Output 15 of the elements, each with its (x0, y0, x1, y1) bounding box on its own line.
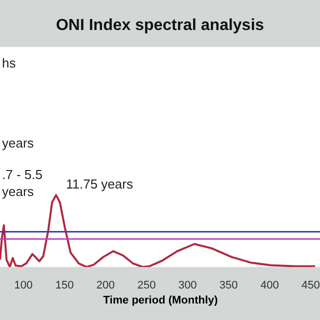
x-tick-label: 350 (219, 280, 238, 292)
text: 11.75 years (66, 176, 134, 192)
x-tick-label: 200 (96, 280, 115, 292)
x-tick-label: 100 (14, 280, 33, 292)
text: years (2, 135, 34, 150)
text: .7 - 5.5 (2, 166, 42, 182)
x-tick-label: 300 (178, 280, 197, 292)
text: hs (2, 56, 16, 71)
annotation: years (2, 184, 34, 200)
x-tick-label: 450 (301, 280, 320, 292)
x-tick-label: 250 (137, 280, 156, 292)
x-axis-title: Time period (Monthly) (103, 294, 218, 306)
chart-title: ONI Index spectral analysis (56, 17, 264, 34)
x-tick-label: 150 (55, 280, 74, 292)
x-tick-label: 400 (260, 280, 279, 292)
